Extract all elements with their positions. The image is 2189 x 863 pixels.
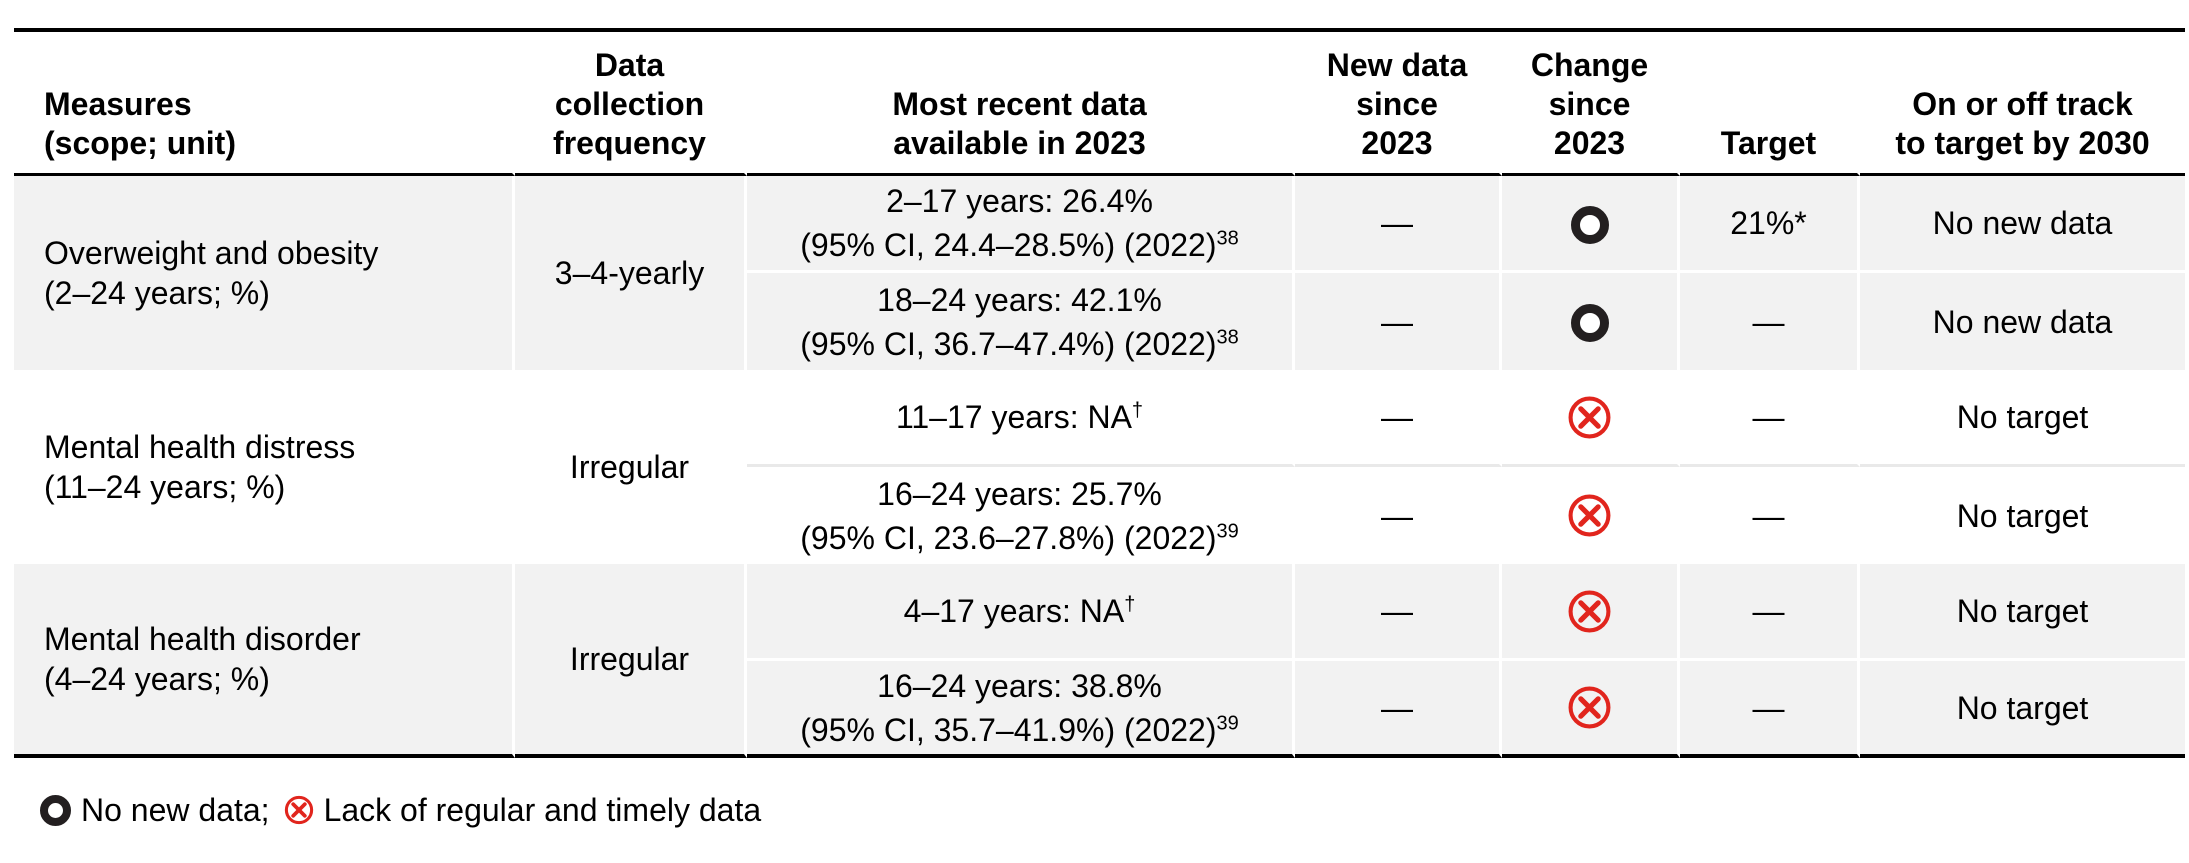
frequency-cell: 3–4-yearly — [515, 176, 747, 370]
recent-data-cell: 2–17 years: 26.4% (95% CI, 24.4–28.5%) (… — [747, 176, 1295, 273]
frequency-cell: Irregular — [515, 564, 747, 758]
col-header-new-data: New data since 2023 — [1295, 32, 1502, 176]
change-cell — [1502, 176, 1680, 273]
legend-no-new-data-label: No new data; — [81, 792, 270, 828]
recent-data-cell: 11–17 years: NA† — [747, 370, 1295, 467]
col-header-measures: Measures (scope; unit) — [14, 32, 515, 176]
table-row: Mental health disorder (4–24 years; %) I… — [14, 564, 2185, 758]
change-cell — [1502, 273, 1680, 370]
on-track-cell: No target — [1860, 661, 2185, 758]
col-header-recent-data: Most recent data available in 2023 — [747, 32, 1295, 176]
col-header-frequency: Data collection frequency — [515, 32, 747, 176]
change-cell — [1502, 661, 1680, 758]
new-data-cell: — — [1295, 273, 1502, 370]
recent-data-cell: 18–24 years: 42.1% (95% CI, 36.7–47.4%) … — [747, 273, 1295, 370]
lack-of-regular-data-icon — [1568, 686, 1611, 729]
change-cell — [1502, 564, 1680, 661]
table-row: Mental health distress (11–24 years; %) … — [14, 370, 2185, 564]
target-cell: — — [1680, 273, 1860, 370]
change-cell — [1502, 370, 1680, 467]
lack-of-regular-data-icon — [1568, 590, 1611, 632]
on-track-cell: No target — [1860, 467, 2185, 564]
no-new-data-icon — [1570, 205, 1609, 244]
frequency-cell: Irregular — [515, 370, 747, 564]
lack-of-regular-data-icon — [1568, 396, 1611, 438]
recent-data-cell: 4–17 years: NA† — [747, 564, 1295, 661]
col-header-target: Target — [1680, 32, 1860, 176]
col-header-change: Change since 2023 — [1502, 32, 1680, 176]
on-track-cell: No target — [1860, 370, 2185, 467]
legend-lack-of-data-label: Lack of regular and timely data — [323, 792, 762, 828]
legend: No new data; Lack of regular and timely … — [40, 790, 761, 830]
target-cell: — — [1680, 467, 1860, 564]
col-header-on-track: On or off track to target by 2030 — [1860, 32, 2185, 176]
lack-of-regular-data-icon — [284, 795, 313, 825]
new-data-cell: — — [1295, 564, 1502, 661]
table-header-row: Measures (scope; unit) Data collection f… — [14, 32, 2185, 176]
on-track-cell: No new data — [1860, 176, 2185, 273]
table-row: 16–24 years: 38.8% (95% CI, 35.7–41.9%) … — [14, 661, 2185, 758]
change-cell — [1502, 467, 1680, 564]
measure-name: Overweight and obesity (2–24 years; %) — [14, 176, 515, 370]
dagger-superscript: † — [1131, 399, 1144, 422]
measure-name: Mental health distress (11–24 years; %) — [14, 370, 515, 564]
on-track-cell: No new data — [1860, 273, 2185, 370]
target-cell: — — [1680, 661, 1860, 758]
new-data-cell: — — [1295, 467, 1502, 564]
measure-name: Mental health disorder (4–24 years; %) — [14, 564, 515, 758]
target-cell: — — [1680, 564, 1860, 661]
reference-superscript: 38 — [1216, 227, 1239, 250]
reference-superscript: 38 — [1216, 325, 1239, 348]
reference-superscript: 39 — [1216, 519, 1239, 542]
dagger-superscript: † — [1124, 593, 1136, 616]
new-data-cell: — — [1295, 370, 1502, 467]
recent-data-cell: 16–24 years: 25.7% (95% CI, 23.6–27.8%) … — [747, 467, 1295, 564]
lack-of-regular-data-icon — [1568, 494, 1611, 537]
new-data-cell: — — [1295, 176, 1502, 273]
reference-superscript: 39 — [1216, 711, 1239, 734]
table-row: Overweight and obesity (2–24 years; %) 3… — [14, 176, 2185, 370]
new-data-cell: — — [1295, 661, 1502, 758]
target-cell: 21%* — [1680, 176, 1860, 273]
table-row: 18–24 years: 42.1% (95% CI, 36.7–47.4%) … — [14, 273, 2185, 370]
indicator-table: Measures (scope; unit) Data collection f… — [14, 28, 2185, 758]
table-row: 16–24 years: 25.7% (95% CI, 23.6–27.8%) … — [14, 467, 2185, 564]
on-track-cell: No target — [1860, 564, 2185, 661]
recent-data-cell: 16–24 years: 38.8% (95% CI, 35.7–41.9%) … — [747, 661, 1295, 758]
no-new-data-icon — [40, 794, 71, 826]
target-cell: — — [1680, 370, 1860, 467]
no-new-data-icon — [1570, 304, 1609, 343]
